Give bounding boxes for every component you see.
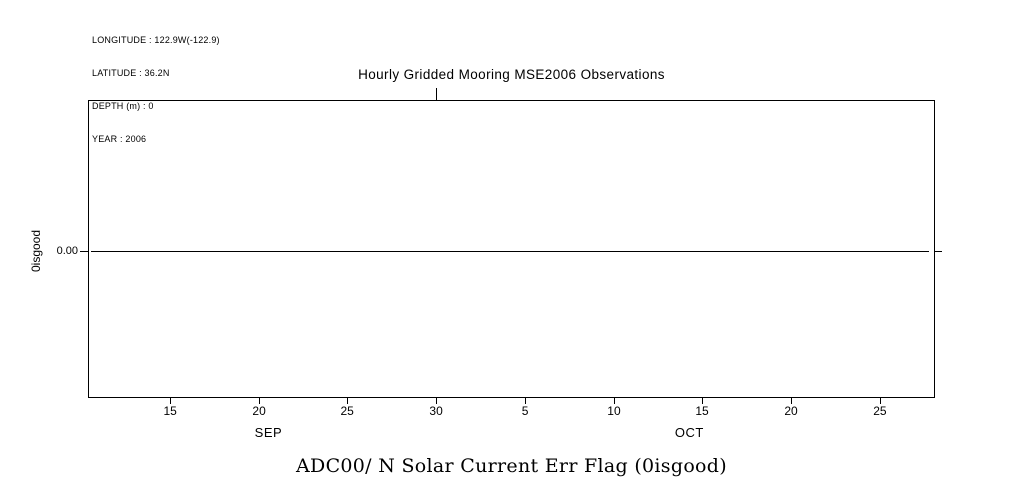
x-axis-tick [259, 398, 261, 404]
metadata-block: LONGITUDE : 122.9W(-122.9) LATITUDE : 36… [92, 13, 220, 167]
x-axis-tick-label: 20 [784, 404, 798, 418]
x-axis-tick-label: 10 [607, 404, 621, 418]
chart-title: Hourly Gridded Mooring MSE2006 Observati… [358, 67, 665, 82]
x-axis-tick-label: 30 [429, 404, 443, 418]
plot-caption: ADC00/ N Solar Current Err Flag (0isgood… [296, 455, 727, 477]
y-axis-tick-label: 0.00 [56, 245, 78, 258]
y-axis-tick-labels: 0.00 [0, 100, 78, 398]
meta-year: YEAR : 2006 [92, 134, 147, 144]
meta-longitude: LONGITUDE : 122.9W(-122.9) [92, 35, 220, 45]
meta-depth: DEPTH (m) : 0 [92, 101, 154, 111]
month-label-oct: OCT [674, 425, 704, 440]
x-axis-tick-labels: 15 20 25 30 5 10 15 20 25 [88, 404, 935, 419]
x-axis-tick [436, 398, 438, 404]
x-axis-tick-label: 25 [340, 404, 354, 418]
x-axis-tick-label: 15 [163, 404, 177, 418]
x-axis-tick-label: 25 [873, 404, 887, 418]
y-axis-ticks-left [80, 100, 88, 398]
x-axis-tick [879, 398, 881, 404]
series-layer [89, 100, 934, 398]
x-axis-tick-label: 15 [695, 404, 709, 418]
y-axis-tick-right [934, 251, 942, 253]
top-axis-tick [436, 88, 438, 100]
x-axis-tick [347, 398, 349, 404]
x-axis-tick-label: 5 [521, 404, 529, 418]
x-axis-ticks [88, 398, 935, 404]
top-axis-ticks [88, 88, 935, 100]
x-axis-tick-label: 20 [252, 404, 266, 418]
plot-frame [88, 100, 935, 398]
series-line [90, 251, 929, 253]
y-axis-ticks-right [934, 100, 942, 398]
x-axis-tick [170, 398, 172, 404]
x-axis-tick [525, 398, 527, 404]
month-label-sep: SEP [254, 425, 283, 440]
y-axis-tick-left [80, 251, 88, 253]
x-axis-tick [791, 398, 792, 404]
meta-latitude: LATITUDE : 36.2N [92, 68, 170, 78]
x-axis-tick [702, 398, 704, 404]
x-axis-month-labels: SEP OCT [88, 425, 935, 441]
x-axis-tick [613, 398, 615, 404]
